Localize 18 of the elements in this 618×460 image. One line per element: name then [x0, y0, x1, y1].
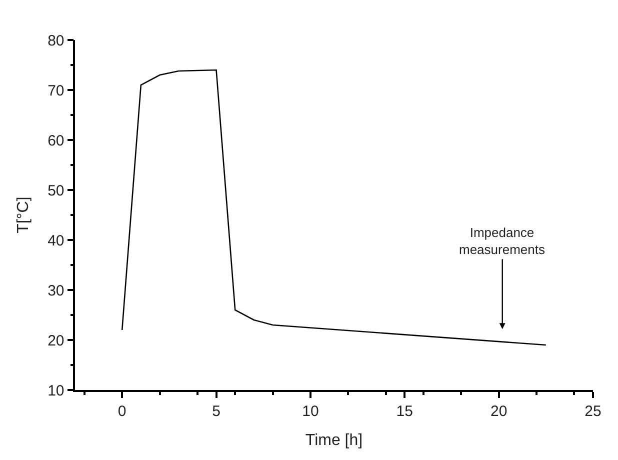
- x-tick-label: 20: [490, 402, 508, 420]
- y-tick-label: 70: [48, 82, 64, 100]
- x-axis-title: Time [h]: [305, 432, 363, 449]
- x-tick-label: 25: [584, 402, 602, 420]
- line-series: [121, 69, 547, 346]
- x-tick-label: 15: [396, 402, 413, 420]
- x-tick-label: 10: [302, 402, 319, 420]
- y-tick-label: 30: [48, 282, 64, 300]
- x-tick-label: 5: [212, 402, 220, 420]
- x-tick-label: 0: [118, 402, 126, 420]
- y-axis-title: T[°C]: [14, 196, 32, 234]
- annotation: Impedance measurements: [459, 225, 546, 257]
- y-tick-label: 40: [48, 232, 64, 250]
- y-tick-label: 50: [48, 182, 64, 200]
- y-tick-label: 20: [48, 332, 64, 350]
- y-tick-label: 80: [48, 32, 64, 50]
- y-tick-label: 10: [48, 382, 64, 400]
- y-tick-label: 60: [48, 132, 64, 150]
